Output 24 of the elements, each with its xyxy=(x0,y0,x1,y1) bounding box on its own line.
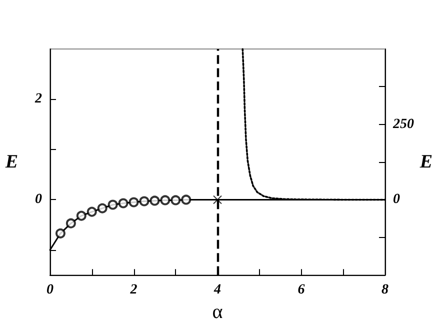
point xyxy=(108,200,118,210)
point xyxy=(213,195,222,204)
point xyxy=(66,218,76,228)
point xyxy=(118,198,128,208)
point xyxy=(76,210,86,221)
x-tick-label: 4 xyxy=(213,282,221,298)
x-tick-label: 6 xyxy=(298,282,305,298)
point xyxy=(170,195,181,206)
point xyxy=(86,206,97,217)
y2-tick-label: 250 xyxy=(392,116,414,132)
point xyxy=(55,228,66,238)
y2-tick-label: 0 xyxy=(393,192,400,208)
point xyxy=(150,196,160,206)
x-tick-label: 0 xyxy=(46,282,54,298)
point xyxy=(181,194,192,205)
x-tick-label: 2 xyxy=(129,282,138,298)
x-tick-label: 8 xyxy=(382,282,388,298)
point xyxy=(139,196,150,206)
point xyxy=(128,197,139,208)
point xyxy=(97,203,108,214)
point xyxy=(160,195,170,206)
y2-axis-title: E xyxy=(418,152,433,173)
y-axis-title: E xyxy=(4,152,18,173)
x-axis-title: α xyxy=(212,301,224,323)
